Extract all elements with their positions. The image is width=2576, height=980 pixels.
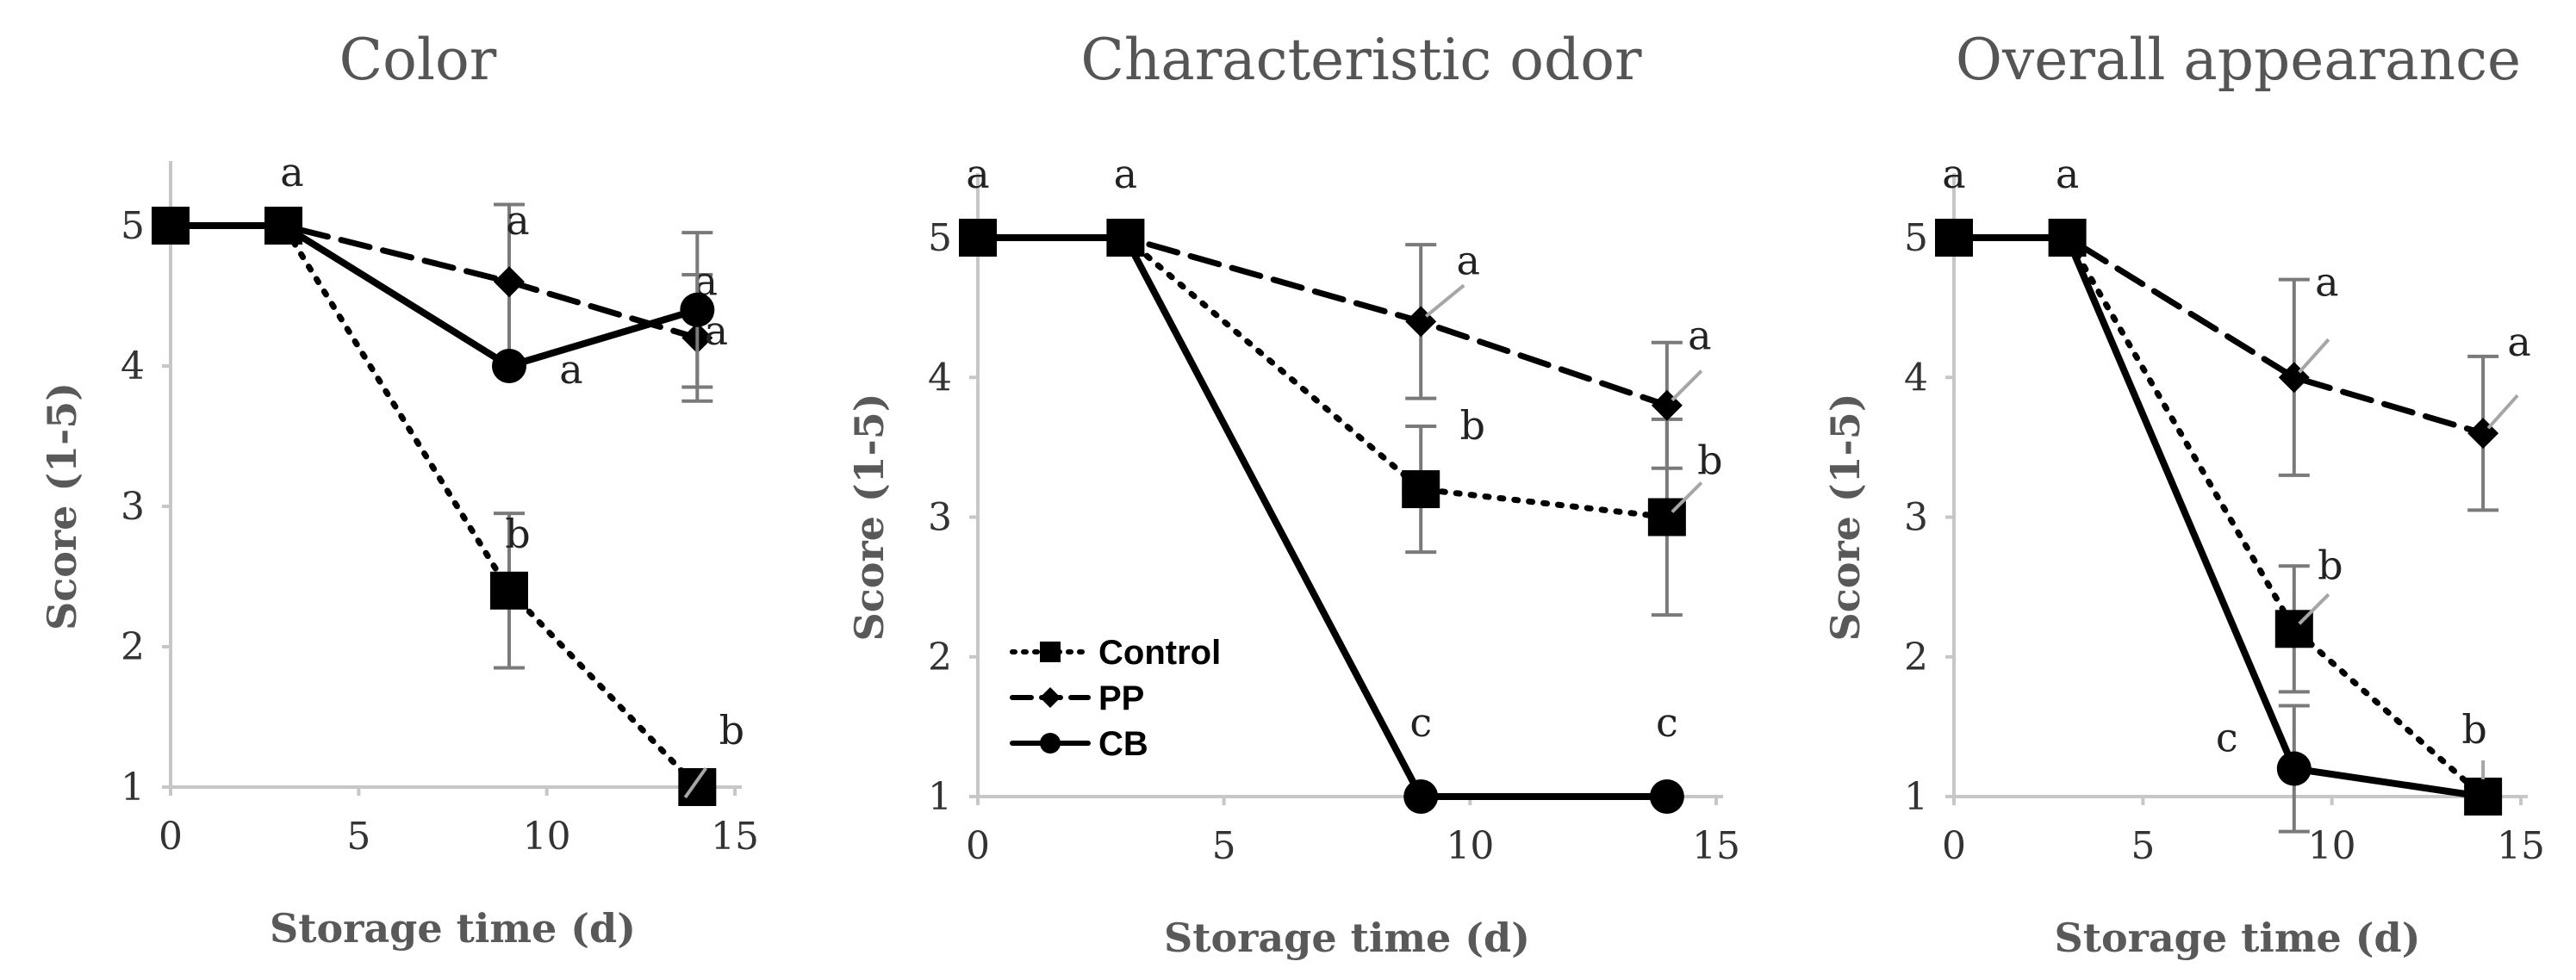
y-tick-label: 3 [1904,496,1928,540]
series-line-control [1951,234,2486,800]
significance-label: a [280,149,303,195]
significance-label: c [1656,699,1678,746]
x-tick-label: 10 [1446,824,1494,868]
x-tick-label: 10 [523,815,571,859]
y-tick-label: 4 [1904,356,1928,400]
significance-label: a [2507,319,2530,365]
significance-label: a [2315,258,2338,305]
legend-marker [1040,642,1061,662]
y-tick-label: 5 [121,204,145,248]
chart-title: Color [339,27,497,93]
data-point-cb [1649,779,1684,814]
chart-title: Characteristic odor [1080,27,1642,93]
data-point-control [1402,470,1440,509]
y-tick-label: 2 [928,636,952,679]
y-tick-label: 3 [928,496,952,540]
y-tick-label: 5 [1904,216,1928,260]
x-tick-label: 15 [1692,824,1740,868]
significance-label: a [506,197,529,244]
legend-marker [1040,687,1061,708]
y-tick-label: 2 [1904,636,1928,679]
significance-label: a [2056,151,2079,197]
chart-title: Overall appearance [1956,27,2521,93]
significance-label: c [2216,715,2238,761]
label-pointer [2486,394,2519,430]
label-pointer [2298,338,2330,374]
legend-marker [1040,733,1061,754]
chart-panel-2: Characteristic odor 1 2 3 4 5 0 5 10 15 Storage ti… [846,27,1740,961]
data-point-cb [961,220,995,255]
data-point-control [678,768,717,806]
data-point-cb [153,208,188,243]
data-point-control [490,571,528,610]
data-point-cb [2050,220,2085,255]
significance-label: a [966,151,989,197]
significance-label: a [1688,313,1711,359]
y-tick-label: 1 [1904,775,1928,819]
x-tick-label: 15 [711,815,759,859]
y-tick-label: 1 [121,766,145,809]
chart-panel-1: Color 1 2 3 4 5 0 5 10 15 Storage time (d) Score (1… [39,27,759,952]
significance-label: a [559,346,582,393]
y-tick-label: 3 [121,485,145,529]
x-tick-label: 0 [966,824,990,868]
data-point-cb [680,292,715,327]
significance-label: b [2318,542,2343,588]
significance-label: b [2461,706,2486,753]
data-point-cb [1937,220,1971,255]
legend-label: Control [1098,634,1221,672]
legend-label: CB [1098,725,1148,763]
x-tick-label: 5 [2131,824,2155,868]
data-point-cb [492,349,526,383]
significance-label: b [1697,437,1722,484]
series-line-control [167,222,700,791]
series-line-pp [974,234,1671,409]
significance-label: b [505,511,530,557]
x-tick-label: 0 [1942,824,1966,868]
label-pointer [1424,283,1465,318]
legend: Control PP CB [1010,634,1221,763]
x-axis-label: Storage time (d) [1164,915,1530,961]
data-point-cb [266,208,301,243]
significance-label: a [1114,151,1137,197]
label-pointer [1671,481,1703,513]
x-tick-label: 10 [2308,824,2356,868]
y-tick-label: 5 [928,216,952,260]
x-tick-label: 15 [2497,824,2545,868]
data-point-cb [1403,779,1439,814]
y-tick-label: 2 [121,625,145,669]
y-axis-label: Score (1-5) [1822,393,1869,641]
y-axis-label: Score (1-5) [39,382,85,630]
significance-label: b [719,707,744,754]
label-pointer [683,766,707,799]
series-line-cb [1951,234,2487,800]
series-line-control [974,234,1671,520]
y-tick-label: 4 [121,344,145,388]
significance-label: a [705,307,728,354]
chart-panel-3: Overall appearance 1 2 3 4 5 0 5 10 15 Storage tim… [1822,27,2545,961]
significance-label: b [1459,402,1484,449]
x-tick-label: 0 [159,815,183,859]
data-point-cb [2466,779,2501,814]
x-axis-label: Storage time (d) [270,905,636,952]
y-tick-label: 4 [928,356,952,400]
data-point-pp [494,266,525,298]
significance-label: a [1456,237,1479,283]
x-tick-label: 5 [346,815,370,859]
data-point-cb [2276,751,2312,786]
significance-label: a [1942,151,1965,197]
series-line-cb [974,234,1671,800]
y-axis-label: Score (1-5) [846,393,893,641]
x-axis-label: Storage time (d) [2054,915,2420,961]
label-pointer [1671,369,1703,402]
x-tick-label: 5 [1212,824,1236,868]
significance-label: c [1409,699,1432,746]
series-line-cb [167,222,701,369]
series-line-pp [1951,234,2486,437]
legend-label: PP [1098,679,1144,717]
y-tick-label: 1 [928,775,952,819]
label-pointer [2298,592,2330,625]
data-point-cb [1108,220,1143,255]
